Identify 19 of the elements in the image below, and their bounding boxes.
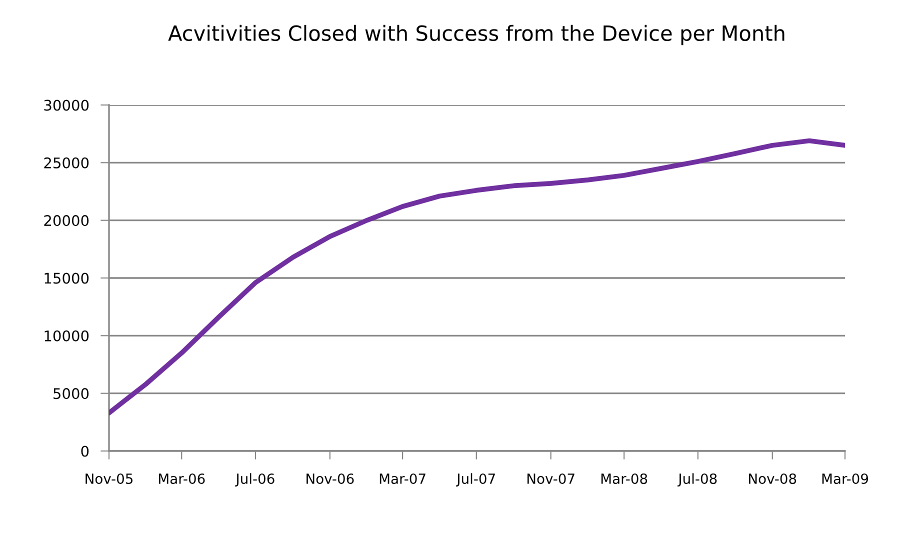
y-tick-label: 5000 (54, 388, 89, 400)
x-tick-label: Mar-06 (158, 473, 205, 484)
x-tick-label: Mar-07 (380, 473, 426, 484)
x-tick-label: Nov-06 (306, 473, 354, 484)
x-tick-label: Nov-07 (527, 473, 574, 484)
x-tick-label: Jul-06 (235, 473, 274, 487)
x-tick-label: Mar-08 (601, 473, 648, 484)
x-tick-label: Jul-08 (677, 473, 717, 487)
y-tick-label: 15000 (44, 272, 89, 284)
y-tick-label: 0 (81, 446, 89, 457)
chart-title: Acvitivities Closed with Success from the Device per Month (168, 24, 784, 46)
x-tick-label: Jul-07 (456, 473, 495, 487)
x-tick-label: Nov-08 (749, 473, 796, 484)
y-tick-label: 30000 (44, 100, 89, 111)
y-tick-label: 10000 (44, 330, 89, 342)
x-tick-label: Mar-09 (822, 473, 868, 484)
y-tick-label: 25000 (44, 157, 89, 168)
y-tick-label: 20000 (44, 215, 89, 226)
x-tick-label: Nov-05 (86, 473, 132, 484)
